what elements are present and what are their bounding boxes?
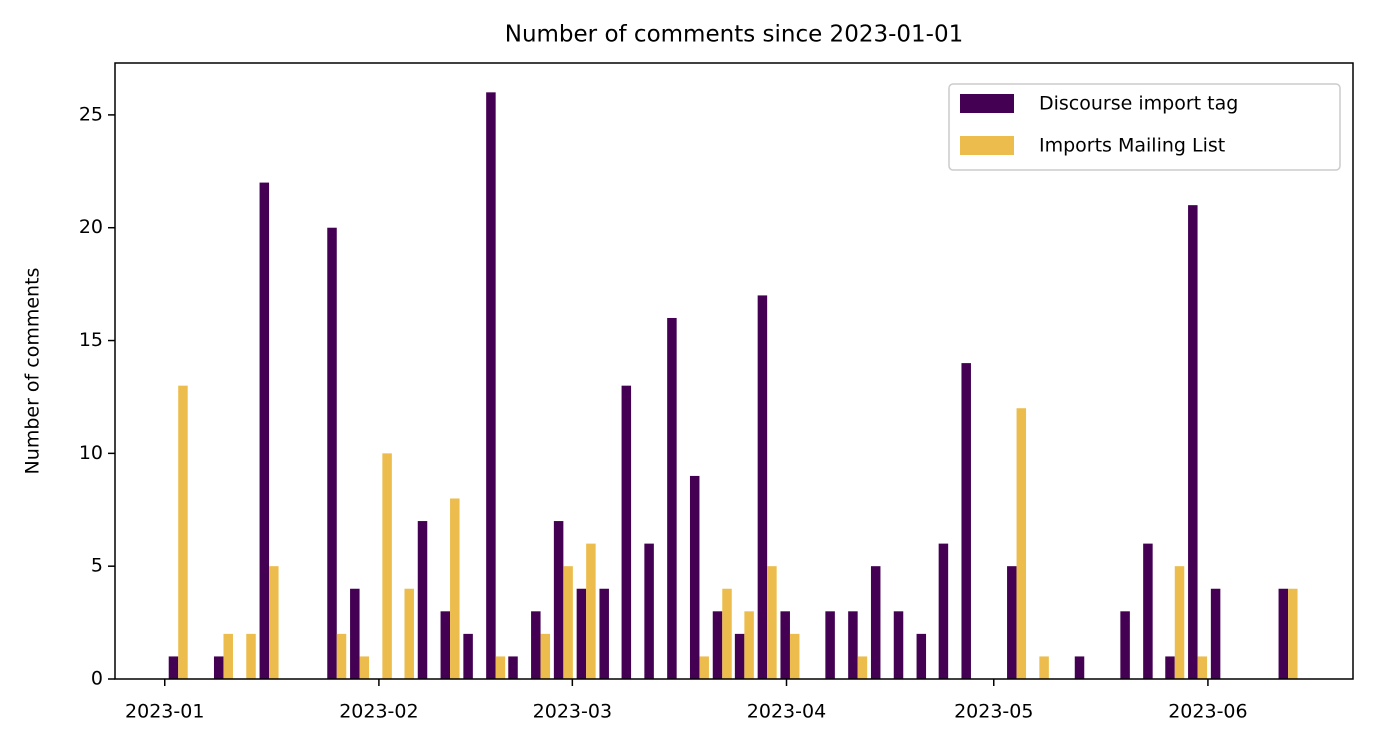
y-tick-label: 10	[79, 442, 103, 464]
y-tick-label: 25	[79, 103, 103, 125]
bar	[336, 633, 347, 679]
bar	[359, 656, 370, 679]
bar	[540, 633, 551, 679]
bar	[1143, 543, 1153, 679]
bar	[667, 317, 677, 679]
x-tick-label: 2023-04	[747, 701, 826, 723]
bar	[1278, 588, 1289, 679]
bar	[1174, 566, 1185, 679]
bar	[789, 633, 800, 679]
bar	[1007, 566, 1017, 679]
bar	[269, 566, 279, 679]
bar	[495, 656, 506, 679]
bar	[1165, 656, 1175, 679]
bar	[757, 295, 768, 679]
plot-frame	[114, 62, 1354, 680]
bar	[961, 363, 971, 679]
bar	[1039, 656, 1049, 679]
bar	[168, 656, 179, 679]
bar	[893, 611, 904, 679]
bar	[870, 566, 881, 679]
bar	[1288, 588, 1298, 679]
bar	[644, 543, 654, 679]
x-tick-label: 2023-03	[533, 701, 612, 723]
bar	[1210, 588, 1221, 679]
bar	[563, 566, 573, 679]
bar	[531, 611, 541, 679]
bar	[857, 656, 868, 679]
bar	[1120, 611, 1130, 679]
bar	[744, 611, 754, 679]
x-tick-label: 2023-06	[1168, 701, 1247, 723]
bar	[1074, 656, 1085, 679]
bar	[689, 475, 700, 679]
bar	[213, 656, 224, 679]
y-tick-label: 20	[79, 216, 103, 238]
bar	[463, 633, 473, 679]
bar	[223, 633, 233, 679]
bar	[734, 633, 745, 679]
bar	[576, 588, 587, 679]
y-tick-label: 5	[91, 555, 103, 577]
x-tick-label: 2023-05	[954, 701, 1033, 723]
legend-label: Imports Mailing List	[1039, 135, 1225, 157]
bar	[621, 385, 632, 679]
bar	[259, 182, 270, 680]
y-tick-label: 0	[91, 668, 103, 690]
bar	[350, 588, 360, 679]
bar	[699, 656, 709, 679]
bar	[1188, 205, 1198, 679]
bar	[722, 588, 732, 679]
legend-box	[948, 83, 1341, 171]
bar	[599, 588, 609, 679]
bar	[586, 543, 596, 679]
x-tick-label: 2023-01	[125, 701, 204, 723]
bar	[486, 92, 496, 680]
legend-swatch	[960, 94, 1014, 113]
bar	[916, 633, 927, 679]
bar	[508, 656, 518, 679]
bar	[938, 543, 949, 679]
y-axis-label: Number of comments	[22, 268, 44, 475]
bar	[246, 633, 256, 679]
bar	[712, 611, 723, 679]
bar	[848, 611, 858, 679]
y-tick-label: 15	[79, 329, 103, 351]
bar	[404, 588, 414, 679]
x-tick-label: 2023-02	[339, 701, 418, 723]
bar	[780, 611, 790, 679]
bar	[327, 227, 337, 679]
bar	[382, 453, 392, 679]
bar	[440, 611, 451, 679]
bar	[450, 498, 460, 679]
legend-label: Discourse import tag	[1039, 93, 1238, 115]
bar	[553, 521, 564, 679]
bar	[825, 611, 835, 679]
chart-title: Number of comments since 2023-01-01	[505, 22, 963, 48]
bar	[1197, 656, 1208, 679]
legend-swatch	[960, 136, 1014, 155]
bar	[1016, 408, 1027, 679]
bar	[178, 385, 188, 679]
bar	[417, 521, 428, 679]
bar	[767, 566, 777, 679]
